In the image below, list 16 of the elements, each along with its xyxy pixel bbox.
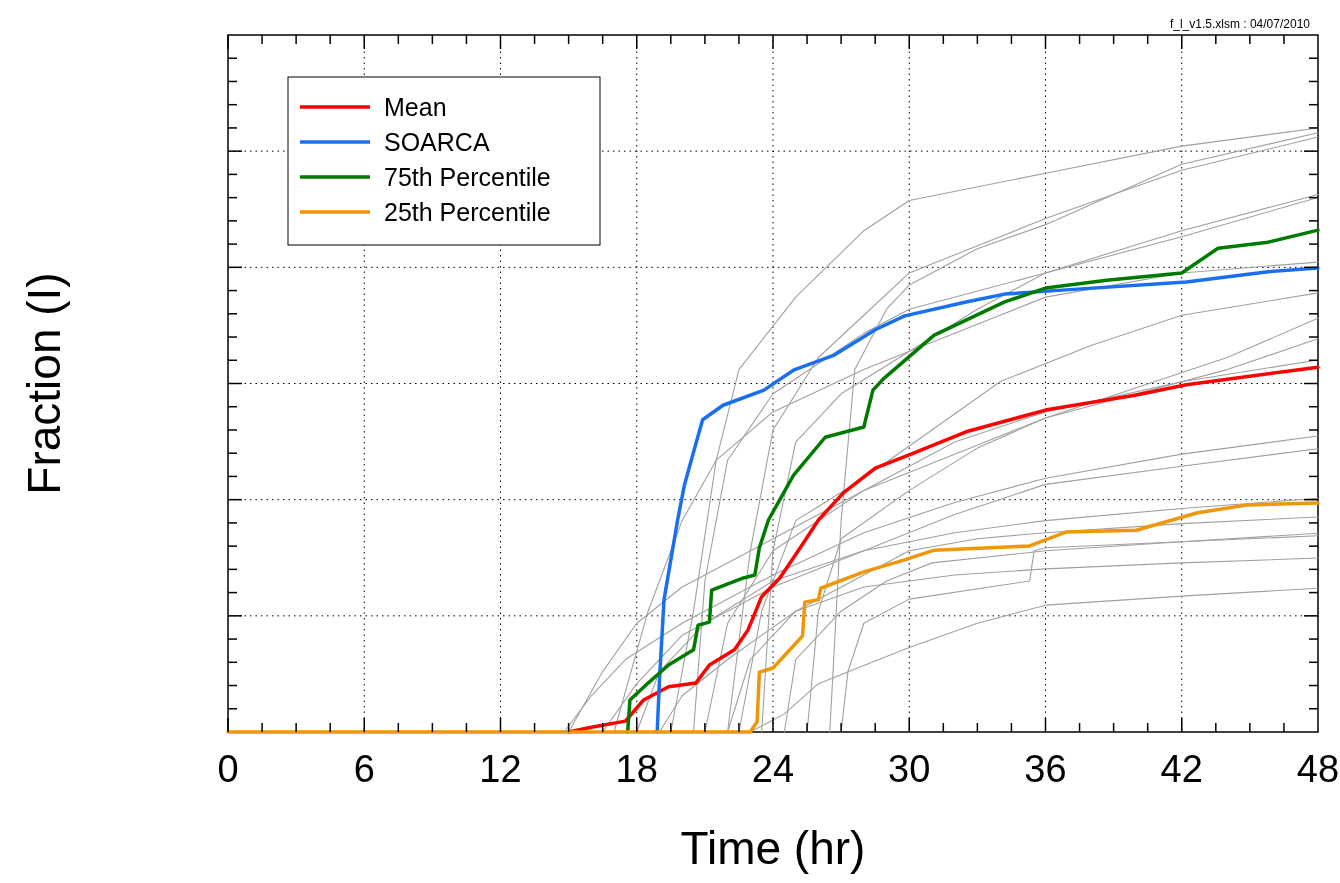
y-axis-title: Fraction (I) [18,272,70,495]
x-tick-label: 48 [1296,748,1340,790]
x-tick-label: 30 [888,748,931,790]
x-tick-label: 42 [1160,748,1203,790]
x-tick-label: 0 [217,748,239,790]
x-tick-label: 18 [615,748,658,790]
legend-label: SOARCA [384,128,490,156]
x-tick-label: 24 [751,748,795,790]
x-tick-label: 6 [353,748,375,790]
text: f_l_v1.5.xlsm : 04/07/2010 [1169,17,1311,31]
legend-label: 25th Percentile [384,198,551,226]
legend-label: 75th Percentile [384,163,551,191]
legend-label: Mean [384,93,447,121]
x-tick-label: 36 [1024,748,1067,790]
x-axis-title: Time (hr) [680,822,866,874]
x-tick-label: 12 [479,748,522,790]
